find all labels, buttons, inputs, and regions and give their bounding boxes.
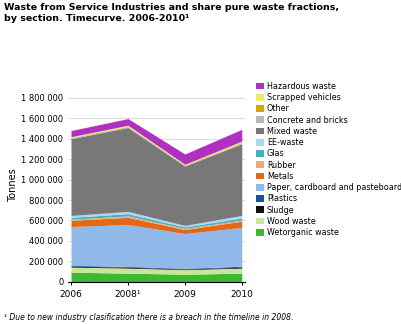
- Text: Waste from Service Industries and share pure waste fractions,
by section. Timecu: Waste from Service Industries and share …: [4, 3, 339, 23]
- Legend: Hazardous waste, Scrapped vehicles, Other, Concrete and bricks, Mixed waste, EE-: Hazardous waste, Scrapped vehicles, Othe…: [256, 82, 401, 237]
- Y-axis label: Tonnes: Tonnes: [8, 168, 18, 202]
- Text: ¹ Due to new industry clasification there is a breach in the timeline in 2008.: ¹ Due to new industry clasification ther…: [4, 313, 294, 322]
